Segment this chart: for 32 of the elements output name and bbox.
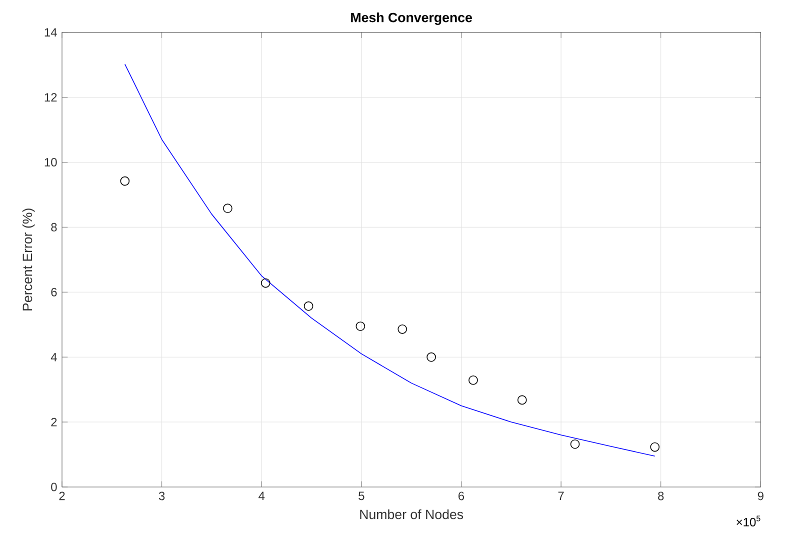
chart-title: Mesh Convergence [351, 12, 472, 25]
x-tick-label: 9 [758, 492, 764, 500]
x-tick-label: 3 [158, 492, 165, 500]
x-axis-title: Number of Nodes [360, 509, 464, 520]
x-tick-label: 6 [458, 492, 464, 500]
y-tick-label: 10 [44, 158, 57, 166]
point [570, 439, 580, 449]
x-tick-label: 5 [358, 492, 364, 500]
point [517, 395, 527, 405]
y-tick-label: 8 [51, 222, 57, 232]
y-axis-title: Percent Error (%) [22, 208, 35, 310]
point [426, 352, 436, 362]
point [356, 322, 366, 331]
x-tick-label: 7 [558, 492, 564, 500]
x-tick-label: 8 [658, 492, 664, 500]
point [223, 204, 232, 214]
y-tick-label: 0 [51, 482, 57, 492]
y-tick-label: 6 [51, 288, 57, 296]
point [120, 176, 130, 186]
point [398, 324, 408, 334]
point [260, 278, 270, 288]
text: ×10$^{5}$ [736, 516, 760, 526]
y-tick-label: 14 [44, 28, 57, 36]
y-tick-label: 4 [50, 352, 57, 362]
y-tick-label: 12 [44, 93, 57, 102]
line-series [124, 64, 656, 457]
x-tick-label: 2 [59, 492, 65, 500]
y-tick-label: 2 [51, 418, 57, 426]
x-tick-label: 4 [258, 492, 265, 500]
point [468, 375, 478, 385]
point [650, 442, 660, 452]
point [304, 301, 314, 311]
